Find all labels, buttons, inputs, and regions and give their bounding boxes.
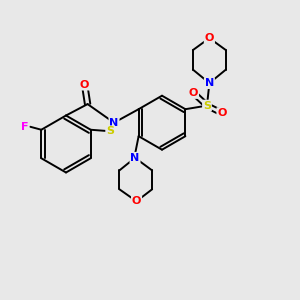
Text: N: N <box>110 118 118 128</box>
Text: S: S <box>203 100 211 111</box>
Text: S: S <box>106 126 114 136</box>
Text: O: O <box>217 108 227 118</box>
Text: O: O <box>189 88 198 98</box>
Text: O: O <box>132 196 141 206</box>
Text: O: O <box>205 33 214 43</box>
Text: N: N <box>205 78 214 88</box>
Text: F: F <box>21 122 28 132</box>
Text: N: N <box>130 153 140 163</box>
Text: O: O <box>80 80 89 90</box>
